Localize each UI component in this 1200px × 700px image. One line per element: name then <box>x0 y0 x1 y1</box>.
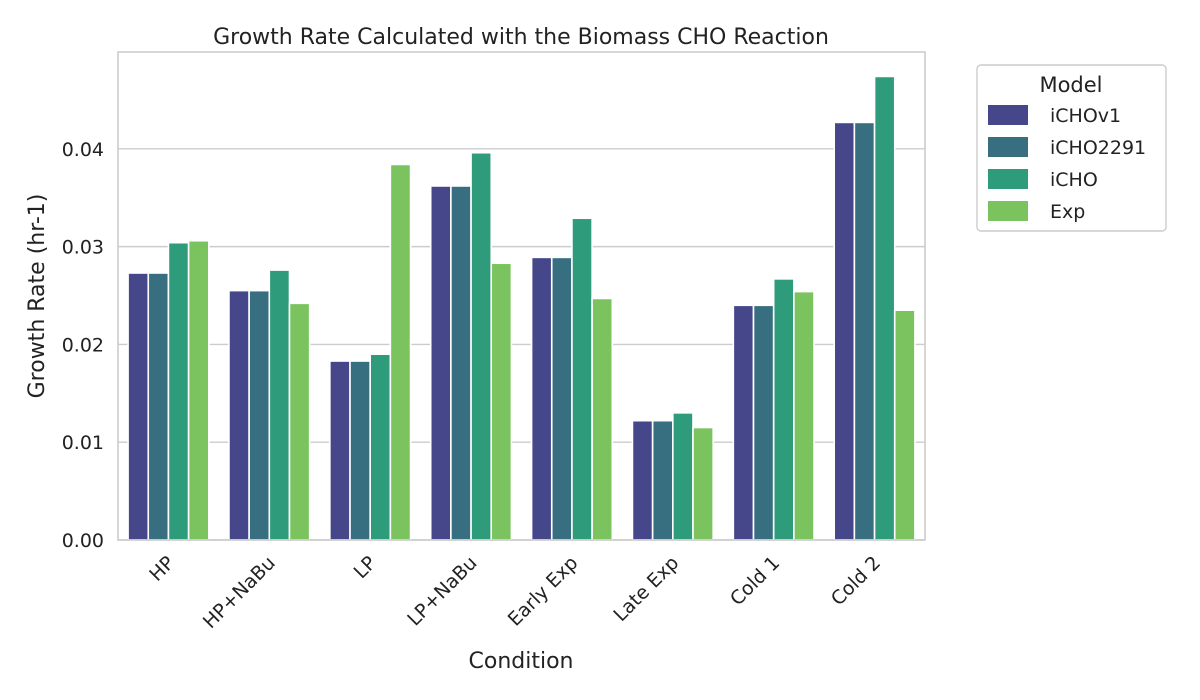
chart-title: Growth Rate Calculated with the Biomass … <box>213 25 829 50</box>
bar-exp-6 <box>692 426 714 541</box>
bar-icho-2 <box>268 269 291 541</box>
x-tick-label: Cold 2 <box>827 552 885 610</box>
legend-label-ichov1: iCHOv1 <box>1050 105 1121 127</box>
bar-icho-3 <box>369 353 392 541</box>
bar-exp-4 <box>490 262 513 541</box>
y-axis-label: Growth Rate (hr-1) <box>25 194 50 399</box>
bar-ichov1-3 <box>329 360 351 541</box>
y-tick-label: 0.01 <box>62 432 104 454</box>
legend: Model iCHOv1 iCHO2291 iCHO Exp <box>976 64 1167 232</box>
bar-exp-2 <box>288 302 311 541</box>
x-tick-label: Late Exp <box>609 552 683 626</box>
legend-title: Model <box>1039 73 1102 97</box>
bar-exp-8 <box>893 309 916 541</box>
y-tick-label: 0.03 <box>62 237 104 259</box>
bar-ichov1-4 <box>429 185 452 541</box>
bars <box>127 75 916 541</box>
bar-icho2291-7 <box>752 304 775 541</box>
y-tick-label: 0.04 <box>62 139 104 161</box>
y-tick-labels: 0.00 0.01 0.02 0.03 0.04 <box>62 139 104 552</box>
bar-icho2291-4 <box>450 185 472 541</box>
bar-icho-6 <box>672 412 694 541</box>
bar-icho-1 <box>167 241 190 541</box>
legend-swatch-ichov1 <box>988 105 1028 125</box>
bar-icho2291-6 <box>651 419 674 541</box>
y-tick-label: 0.02 <box>62 334 104 356</box>
bar-icho2291-2 <box>248 289 271 541</box>
x-tick-labels: HP HP+NaBu LP LP+NaBu Early Exp Late Exp Cold … <box>145 552 885 633</box>
x-tick-label: Cold 1 <box>726 552 784 610</box>
x-tick-label: LP+NaBu <box>403 552 481 630</box>
legend-label-exp: Exp <box>1050 201 1085 223</box>
bar-exp-3 <box>389 163 412 541</box>
x-tick-label: Early Exp <box>504 552 583 631</box>
x-tick-label: HP <box>145 552 179 586</box>
bar-icho-7 <box>772 278 795 541</box>
legend-swatch-exp <box>988 201 1028 221</box>
bar-icho2291-5 <box>550 256 573 541</box>
bar-ichov1-6 <box>631 419 654 541</box>
bar-exp-5 <box>591 297 614 541</box>
bar-icho-4 <box>470 151 493 541</box>
bar-exp-7 <box>793 290 815 541</box>
bar-ichov1-1 <box>127 272 150 541</box>
bar-icho-5 <box>571 217 593 541</box>
legend-items: iCHOv1 iCHO2291 iCHO Exp <box>988 105 1146 223</box>
x-tick-label: HP+NaBu <box>199 552 280 633</box>
bar-ichov1-2 <box>228 289 250 541</box>
x-tick-label: LP <box>350 552 381 583</box>
legend-swatch-icho <box>988 169 1028 189</box>
legend-label-icho2291: iCHO2291 <box>1050 137 1146 159</box>
bar-icho2291-8 <box>853 121 876 541</box>
plot-frame <box>117 51 926 541</box>
x-axis-label: Condition <box>469 649 574 674</box>
bar-ichov1-8 <box>833 121 856 541</box>
bar-icho2291-3 <box>349 360 371 541</box>
bar-ichov1-7 <box>732 304 755 541</box>
legend-swatch-icho2291 <box>988 137 1028 157</box>
bar-icho2291-1 <box>147 272 170 541</box>
bar-ichov1-5 <box>530 256 553 541</box>
legend-label-icho: iCHO <box>1050 169 1098 191</box>
bar-exp-1 <box>187 239 210 541</box>
bar-icho-8 <box>873 75 896 541</box>
y-tick-label: 0.00 <box>62 530 104 552</box>
